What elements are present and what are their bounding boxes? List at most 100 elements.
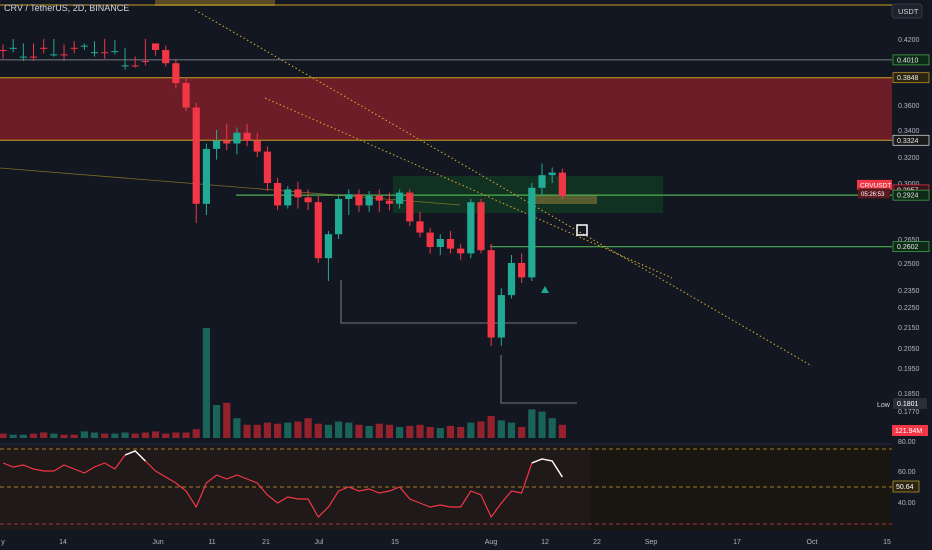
- volume-bar: [304, 418, 312, 438]
- countdown-badge: [858, 188, 890, 199]
- time-tick: 15: [883, 539, 891, 546]
- time-tick: Jul: [315, 539, 324, 546]
- candle-body: [355, 194, 363, 206]
- price-tick: 0.1950: [898, 366, 920, 373]
- volume-bar: [172, 432, 180, 438]
- top-zone: [155, 0, 275, 6]
- entry-zone: [535, 195, 597, 204]
- volume-bar: [162, 433, 170, 438]
- candle-body: [121, 65, 129, 67]
- volume-tick: 80.00: [898, 439, 916, 446]
- candle-body: [467, 202, 475, 254]
- price-tick: 0.3400: [898, 128, 920, 135]
- volume-bar: [396, 427, 404, 438]
- time-tick: 11: [208, 539, 215, 546]
- volume-bar: [0, 433, 7, 438]
- marker-square-icon: [576, 224, 588, 236]
- volume-value: 121.94M: [895, 428, 922, 435]
- volume-bar: [436, 428, 444, 438]
- price-tick: 0.3000: [898, 181, 920, 188]
- candle-body: [284, 189, 292, 206]
- rsi-overbought-line: [531, 458, 563, 478]
- volume-bar: [457, 427, 465, 438]
- rsi-badge: [892, 480, 920, 493]
- candle-body: [426, 232, 434, 247]
- volume-bar: [223, 402, 231, 438]
- rsi-pane-history: [0, 446, 590, 530]
- price-tick: 0.2500: [898, 261, 920, 268]
- volume-bar: [314, 423, 322, 438]
- candle-body: [40, 47, 48, 49]
- candle-body: [558, 172, 566, 196]
- trend-line-1: [194, 9, 813, 367]
- candle-body: [162, 50, 170, 64]
- volume-bar: [375, 423, 383, 438]
- volume-bar: [141, 432, 149, 438]
- candle-body: [0, 50, 7, 51]
- symbol-badge: [857, 179, 892, 190]
- time-tick: Oct: [807, 539, 818, 546]
- volume-bar: [263, 422, 272, 438]
- currency-label: USDT: [898, 7, 919, 16]
- volume-bar: [80, 431, 88, 438]
- low-value: 0.1801: [897, 401, 919, 408]
- volume-bar: [446, 425, 455, 438]
- price-tick: 0.1770: [898, 409, 920, 416]
- candle-body: [243, 132, 251, 141]
- candle-body: [212, 140, 221, 149]
- rsi-overbought-line-early: [124, 450, 146, 462]
- volume-bar: [324, 424, 333, 438]
- volume-bar: [538, 411, 546, 438]
- volume-bar: [365, 425, 373, 438]
- candle-body: [294, 189, 302, 198]
- candle-body: [263, 151, 272, 183]
- position-zone: [393, 176, 663, 213]
- candle-body: [365, 195, 373, 206]
- chart-title: CRV / TetherUS, 2D, BINANCE: [4, 3, 130, 13]
- volume-bar: [406, 425, 414, 438]
- price-badge: [892, 189, 930, 201]
- candle-body: [253, 140, 261, 152]
- candle-body: [233, 132, 241, 144]
- candle-body: [223, 140, 231, 144]
- range-box-2: [500, 355, 577, 404]
- candle-body: [111, 51, 119, 53]
- volume-bar: [253, 424, 261, 438]
- time-tick: 22: [593, 539, 601, 546]
- resistance-zone: [0, 77, 892, 141]
- candle-body: [273, 183, 282, 206]
- price-badge: [892, 54, 930, 66]
- candle-body: [182, 83, 190, 108]
- volume-bar: [182, 432, 190, 438]
- candle-body: [457, 248, 465, 254]
- volume-bar: [273, 423, 282, 438]
- candle-body: [375, 195, 383, 201]
- volume-bar: [243, 424, 251, 438]
- volume-bar: [467, 422, 475, 438]
- time-tick: Sep: [645, 539, 658, 546]
- time-tick: 21: [262, 539, 270, 546]
- price-badge-label: 0.2924: [897, 193, 919, 200]
- volume-bar: [60, 434, 68, 438]
- candle-body: [436, 239, 444, 247]
- candle-body: [29, 56, 38, 58]
- price-badge: [892, 72, 930, 84]
- volume-bar: [507, 422, 516, 438]
- candle-body: [90, 52, 99, 54]
- candle-body: [538, 175, 546, 188]
- price-axis-bg: [892, 0, 932, 550]
- volume-bar: [90, 432, 99, 438]
- volume-bar: [131, 433, 139, 438]
- candle-body: [497, 295, 505, 338]
- candle-body: [487, 250, 495, 338]
- price-tick: 0.2650: [898, 237, 920, 244]
- volume-bar: [294, 421, 302, 438]
- rsi-line: [2, 450, 563, 519]
- symbol-label: CRVUSDT: [860, 182, 891, 189]
- candle-body: [131, 65, 139, 67]
- rsi-value: 50.64: [896, 484, 914, 491]
- candle-body: [60, 54, 68, 56]
- price-badge-label: 0.3848: [897, 75, 919, 82]
- candle-body: [141, 61, 149, 62]
